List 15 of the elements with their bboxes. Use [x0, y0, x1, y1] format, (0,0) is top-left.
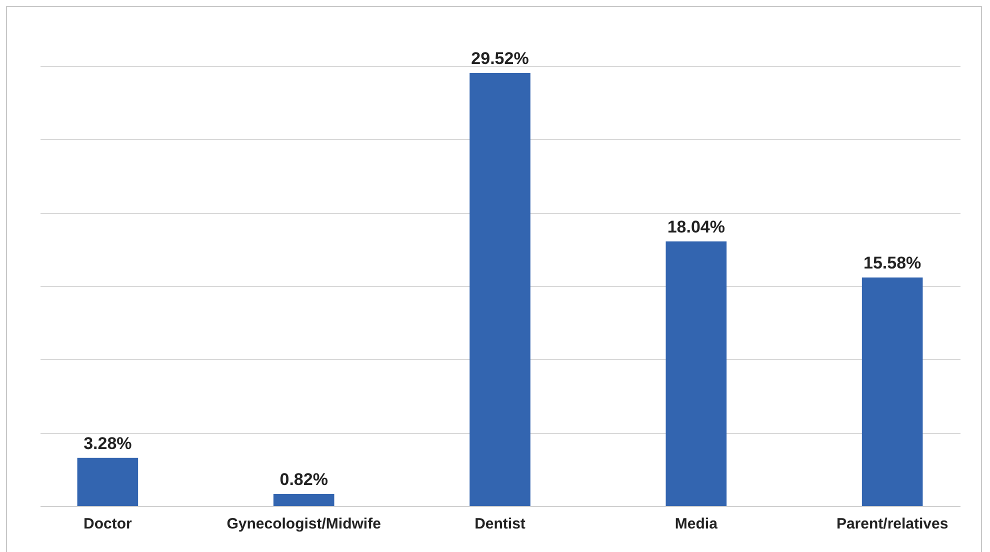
bar — [470, 73, 530, 506]
bar — [666, 241, 727, 506]
bar — [862, 277, 923, 506]
data-label: 18.04% — [667, 217, 725, 236]
data-label: 0.82% — [280, 470, 328, 489]
x-tick-label: Media — [674, 516, 718, 532]
x-tick-label: Gynecologist/Midwife — [226, 516, 381, 532]
x-tick-label: Dentist — [474, 516, 526, 532]
bar — [273, 494, 334, 506]
data-label: 15.58% — [863, 253, 922, 272]
x-tick-label: Doctor — [84, 516, 132, 532]
bar — [77, 458, 138, 506]
data-label: 29.52% — [471, 49, 529, 68]
x-tick-label: Parent/relatives — [836, 516, 948, 532]
data-label: 3.28% — [84, 434, 132, 453]
